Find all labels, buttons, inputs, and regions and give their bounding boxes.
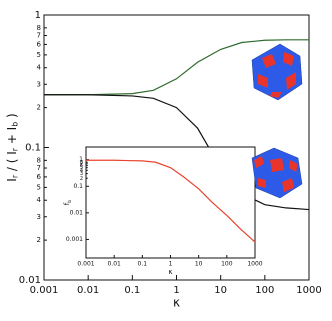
x-tick-label: 0.01 (107, 261, 121, 268)
y-tick-label: 3 (37, 80, 41, 88)
y-axis-label-part: I (5, 178, 19, 182)
y-tick-label: 7 (80, 161, 83, 167)
y-tick-label: 2 (80, 176, 83, 182)
y-tick-label: 8 (37, 24, 41, 32)
y-tick-label: 6 (80, 163, 83, 169)
y-axis-label-part: r (11, 147, 20, 151)
y-tick-label: 7 (37, 32, 41, 40)
y-tick-label: 5 (37, 51, 41, 59)
y-tick-label: 2 (37, 236, 41, 244)
y-tick-label: 0.1 (25, 143, 41, 154)
y-tick-label: 8 (80, 160, 83, 166)
x-tick-label: 100 (255, 285, 274, 296)
series-line (86, 159, 256, 243)
y-tick-label: 0.01 (70, 209, 84, 216)
y-tick-label: 0.001 (66, 236, 83, 243)
x-tick-label: 1000 (296, 285, 321, 296)
y-axis-label-part: ) (5, 113, 19, 122)
series-line (44, 94, 310, 211)
plot-frame (85, 146, 256, 259)
y-tick-label: 4 (80, 168, 83, 174)
x-tick-label: 0.1 (124, 285, 140, 296)
x-axis-label: κ (168, 268, 172, 276)
y-axis-label-part: f (63, 202, 71, 205)
x-tick-label: 1 (169, 261, 173, 268)
x-tick-label: 0.001 (77, 261, 94, 268)
x-tick-label: 1000 (247, 261, 262, 268)
y-axis-label-part: b (11, 122, 20, 127)
cube-icon (251, 147, 303, 199)
x-axis-label: κ (173, 296, 180, 310)
x-tick-label: 0.1 (138, 261, 148, 268)
y-tick-label: 5 (80, 165, 83, 171)
y-tick-label: 1 (79, 156, 83, 163)
y-tick-label: 4 (37, 64, 42, 72)
y-axis-label-part: r (11, 174, 20, 178)
y-axis-label-part: + I (5, 127, 19, 148)
y-tick-label: 7 (37, 164, 41, 172)
series-line (44, 39, 309, 96)
x-tick-label: 1 (173, 285, 179, 296)
y-tick-label: 5 (37, 183, 41, 191)
y-tick-label: 3 (80, 171, 83, 177)
y-tick-label: 3 (37, 213, 41, 221)
y-tick-label: 0.01 (19, 275, 41, 286)
y-tick-label: 6 (37, 173, 42, 181)
x-tick-label: 10 (195, 261, 203, 268)
y-tick-label: 8 (37, 156, 41, 164)
y-axis-label: Ir / ( Ir + Ib ) (5, 113, 20, 181)
x-tick-label: 10 (214, 285, 227, 296)
plot: 0.001 0.01 0.1 1 10 100 10000.0010.010.1234567… (63, 146, 263, 276)
x-tick-label: 0.01 (77, 285, 99, 296)
cube-icon (251, 43, 303, 101)
x-tick-label: 100 (221, 261, 233, 268)
y-tick-label: 2 (37, 104, 41, 112)
y-tick-label: 1 (35, 10, 41, 21)
y-axis-label-part: b (66, 200, 72, 203)
x-tick-label: 0.001 (30, 285, 59, 296)
y-axis-label: fb (63, 200, 73, 205)
y-tick-label: 6 (37, 40, 42, 48)
y-tick-label: 4 (37, 196, 42, 204)
y-tick-label: 0.1 (73, 183, 83, 190)
y-axis-label-part: / ( I (5, 151, 19, 175)
